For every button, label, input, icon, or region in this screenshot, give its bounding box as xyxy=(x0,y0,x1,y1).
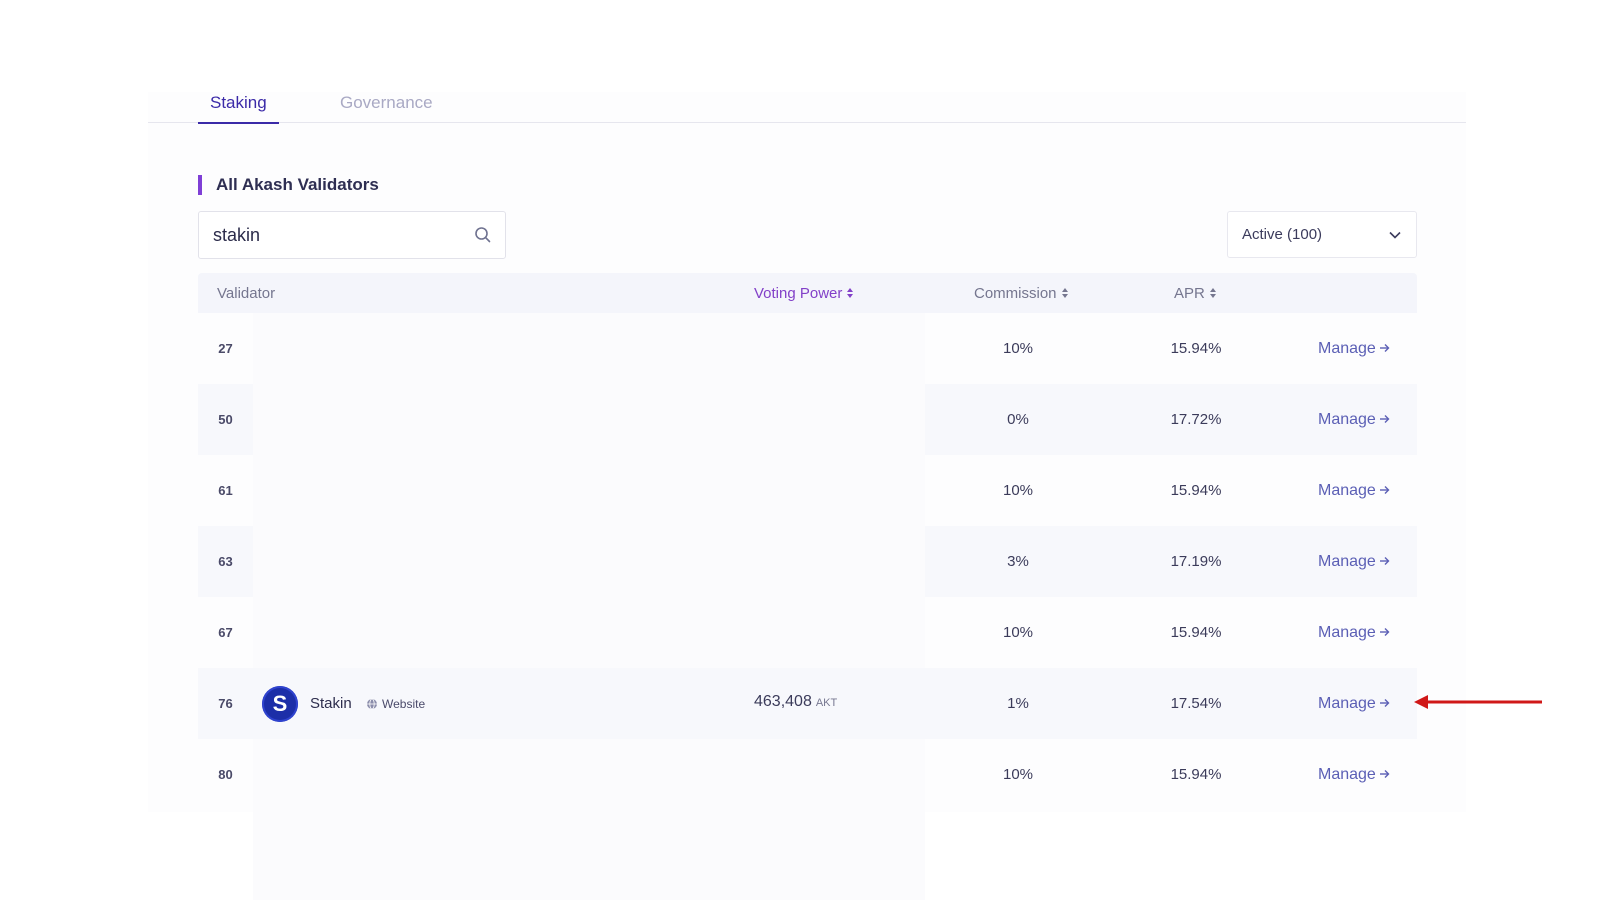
table-row: 27 10% 15.94% Manage xyxy=(198,313,1417,384)
annotation-arrow-icon xyxy=(1414,695,1542,709)
search-box xyxy=(198,211,506,259)
row-commission: 10% xyxy=(1002,624,1034,641)
arrow-right-icon xyxy=(1379,486,1390,494)
sort-icon xyxy=(1061,288,1068,298)
row-rank: 61 xyxy=(218,483,233,498)
row-commission: 1% xyxy=(1007,695,1029,712)
table-row: 63 3% 17.19% Manage xyxy=(198,526,1417,597)
tab-governance[interactable]: Governance xyxy=(340,93,433,112)
manage-label: Manage xyxy=(1318,766,1376,783)
sort-icon xyxy=(1209,288,1216,298)
website-link[interactable]: Website xyxy=(366,697,425,711)
manage-label: Manage xyxy=(1318,482,1376,499)
manage-label: Manage xyxy=(1318,411,1376,428)
arrow-right-icon xyxy=(1379,770,1390,778)
row-commission: 10% xyxy=(1002,766,1034,783)
table-row: 61 10% 15.94% Manage xyxy=(198,455,1417,526)
manage-label: Manage xyxy=(1318,695,1376,712)
row-apr: 15.94% xyxy=(1170,624,1222,641)
redacted-area xyxy=(253,526,925,597)
search-icon[interactable] xyxy=(473,225,493,245)
arrow-right-icon xyxy=(1379,628,1390,636)
voting-power-value: 463,408 AKT xyxy=(754,693,837,711)
row-apr: 15.94% xyxy=(1170,766,1222,783)
row-apr: 15.94% xyxy=(1170,340,1222,357)
table-row-stakin: 76 S Stakin Website 463,408 AKT 1% 17.54%… xyxy=(198,668,1417,739)
manage-link[interactable]: Manage xyxy=(1318,668,1390,739)
manage-label: Manage xyxy=(1318,624,1376,641)
redacted-area xyxy=(253,739,925,810)
row-rank: 76 xyxy=(218,696,233,711)
validator-avatar: S xyxy=(262,686,298,722)
voting-power-amount: 463,408 xyxy=(754,693,812,710)
header-apr[interactable]: APR xyxy=(1174,285,1217,302)
tab-staking[interactable]: Staking xyxy=(198,92,279,124)
validator-status-select[interactable]: Active (100) xyxy=(1227,211,1417,258)
table-row: 50 0% 17.72% Manage xyxy=(198,384,1417,455)
row-commission: 3% xyxy=(1007,553,1029,570)
manage-link[interactable]: Manage xyxy=(1318,597,1390,668)
arrow-right-icon xyxy=(1379,344,1390,352)
manage-link[interactable]: Manage xyxy=(1318,313,1390,384)
tab-bar: Staking Governance xyxy=(148,92,1466,124)
validators-table: Validator Voting Power Commission APR 27… xyxy=(198,273,1417,810)
row-commission: 0% xyxy=(1007,411,1029,428)
search-input[interactable] xyxy=(199,212,459,258)
row-commission: 10% xyxy=(1002,482,1034,499)
header-commission-label: Commission xyxy=(974,285,1057,302)
header-validator: Validator xyxy=(217,285,276,302)
header-apr-label: APR xyxy=(1174,285,1205,302)
row-apr: 17.54% xyxy=(1170,695,1222,712)
validator-name: Stakin xyxy=(310,695,352,712)
redacted-area xyxy=(253,455,925,526)
chevron-down-icon xyxy=(1389,231,1401,239)
manage-label: Manage xyxy=(1318,553,1376,570)
arrow-right-icon xyxy=(1379,415,1390,423)
select-value: Active (100) xyxy=(1242,226,1323,243)
manage-link[interactable]: Manage xyxy=(1318,455,1390,526)
table-row: 67 10% 15.94% Manage xyxy=(198,597,1417,668)
sort-icon xyxy=(847,288,854,298)
header-voting-power-label: Voting Power xyxy=(754,285,843,302)
row-commission: 10% xyxy=(1002,340,1034,357)
redacted-area xyxy=(253,313,925,384)
arrow-right-icon xyxy=(1379,557,1390,565)
row-rank: 67 xyxy=(218,625,233,640)
row-apr: 15.94% xyxy=(1170,482,1222,499)
globe-icon xyxy=(367,698,377,710)
section-title: All Akash Validators xyxy=(198,175,379,195)
row-rank: 63 xyxy=(218,554,233,569)
manage-link[interactable]: Manage xyxy=(1318,526,1390,597)
redacted-area xyxy=(253,597,925,668)
table-header: Validator Voting Power Commission APR xyxy=(198,273,1417,313)
arrow-right-icon xyxy=(1379,699,1390,707)
manage-link[interactable]: Manage xyxy=(1318,739,1390,810)
table-row: 80 10% 15.94% Manage xyxy=(198,739,1417,810)
row-rank: 80 xyxy=(218,767,233,782)
row-apr: 17.19% xyxy=(1170,553,1222,570)
row-rank: 50 xyxy=(218,412,233,427)
row-rank: 27 xyxy=(218,341,233,356)
row-apr: 17.72% xyxy=(1170,411,1222,428)
header-voting-power[interactable]: Voting Power xyxy=(754,285,854,302)
voting-power-unit: AKT xyxy=(815,697,838,709)
header-commission[interactable]: Commission xyxy=(974,285,1069,302)
redacted-area xyxy=(253,384,925,455)
manage-link[interactable]: Manage xyxy=(1318,384,1390,455)
manage-label: Manage xyxy=(1318,340,1376,357)
redacted-area xyxy=(253,810,925,900)
website-label: Website xyxy=(382,697,426,711)
